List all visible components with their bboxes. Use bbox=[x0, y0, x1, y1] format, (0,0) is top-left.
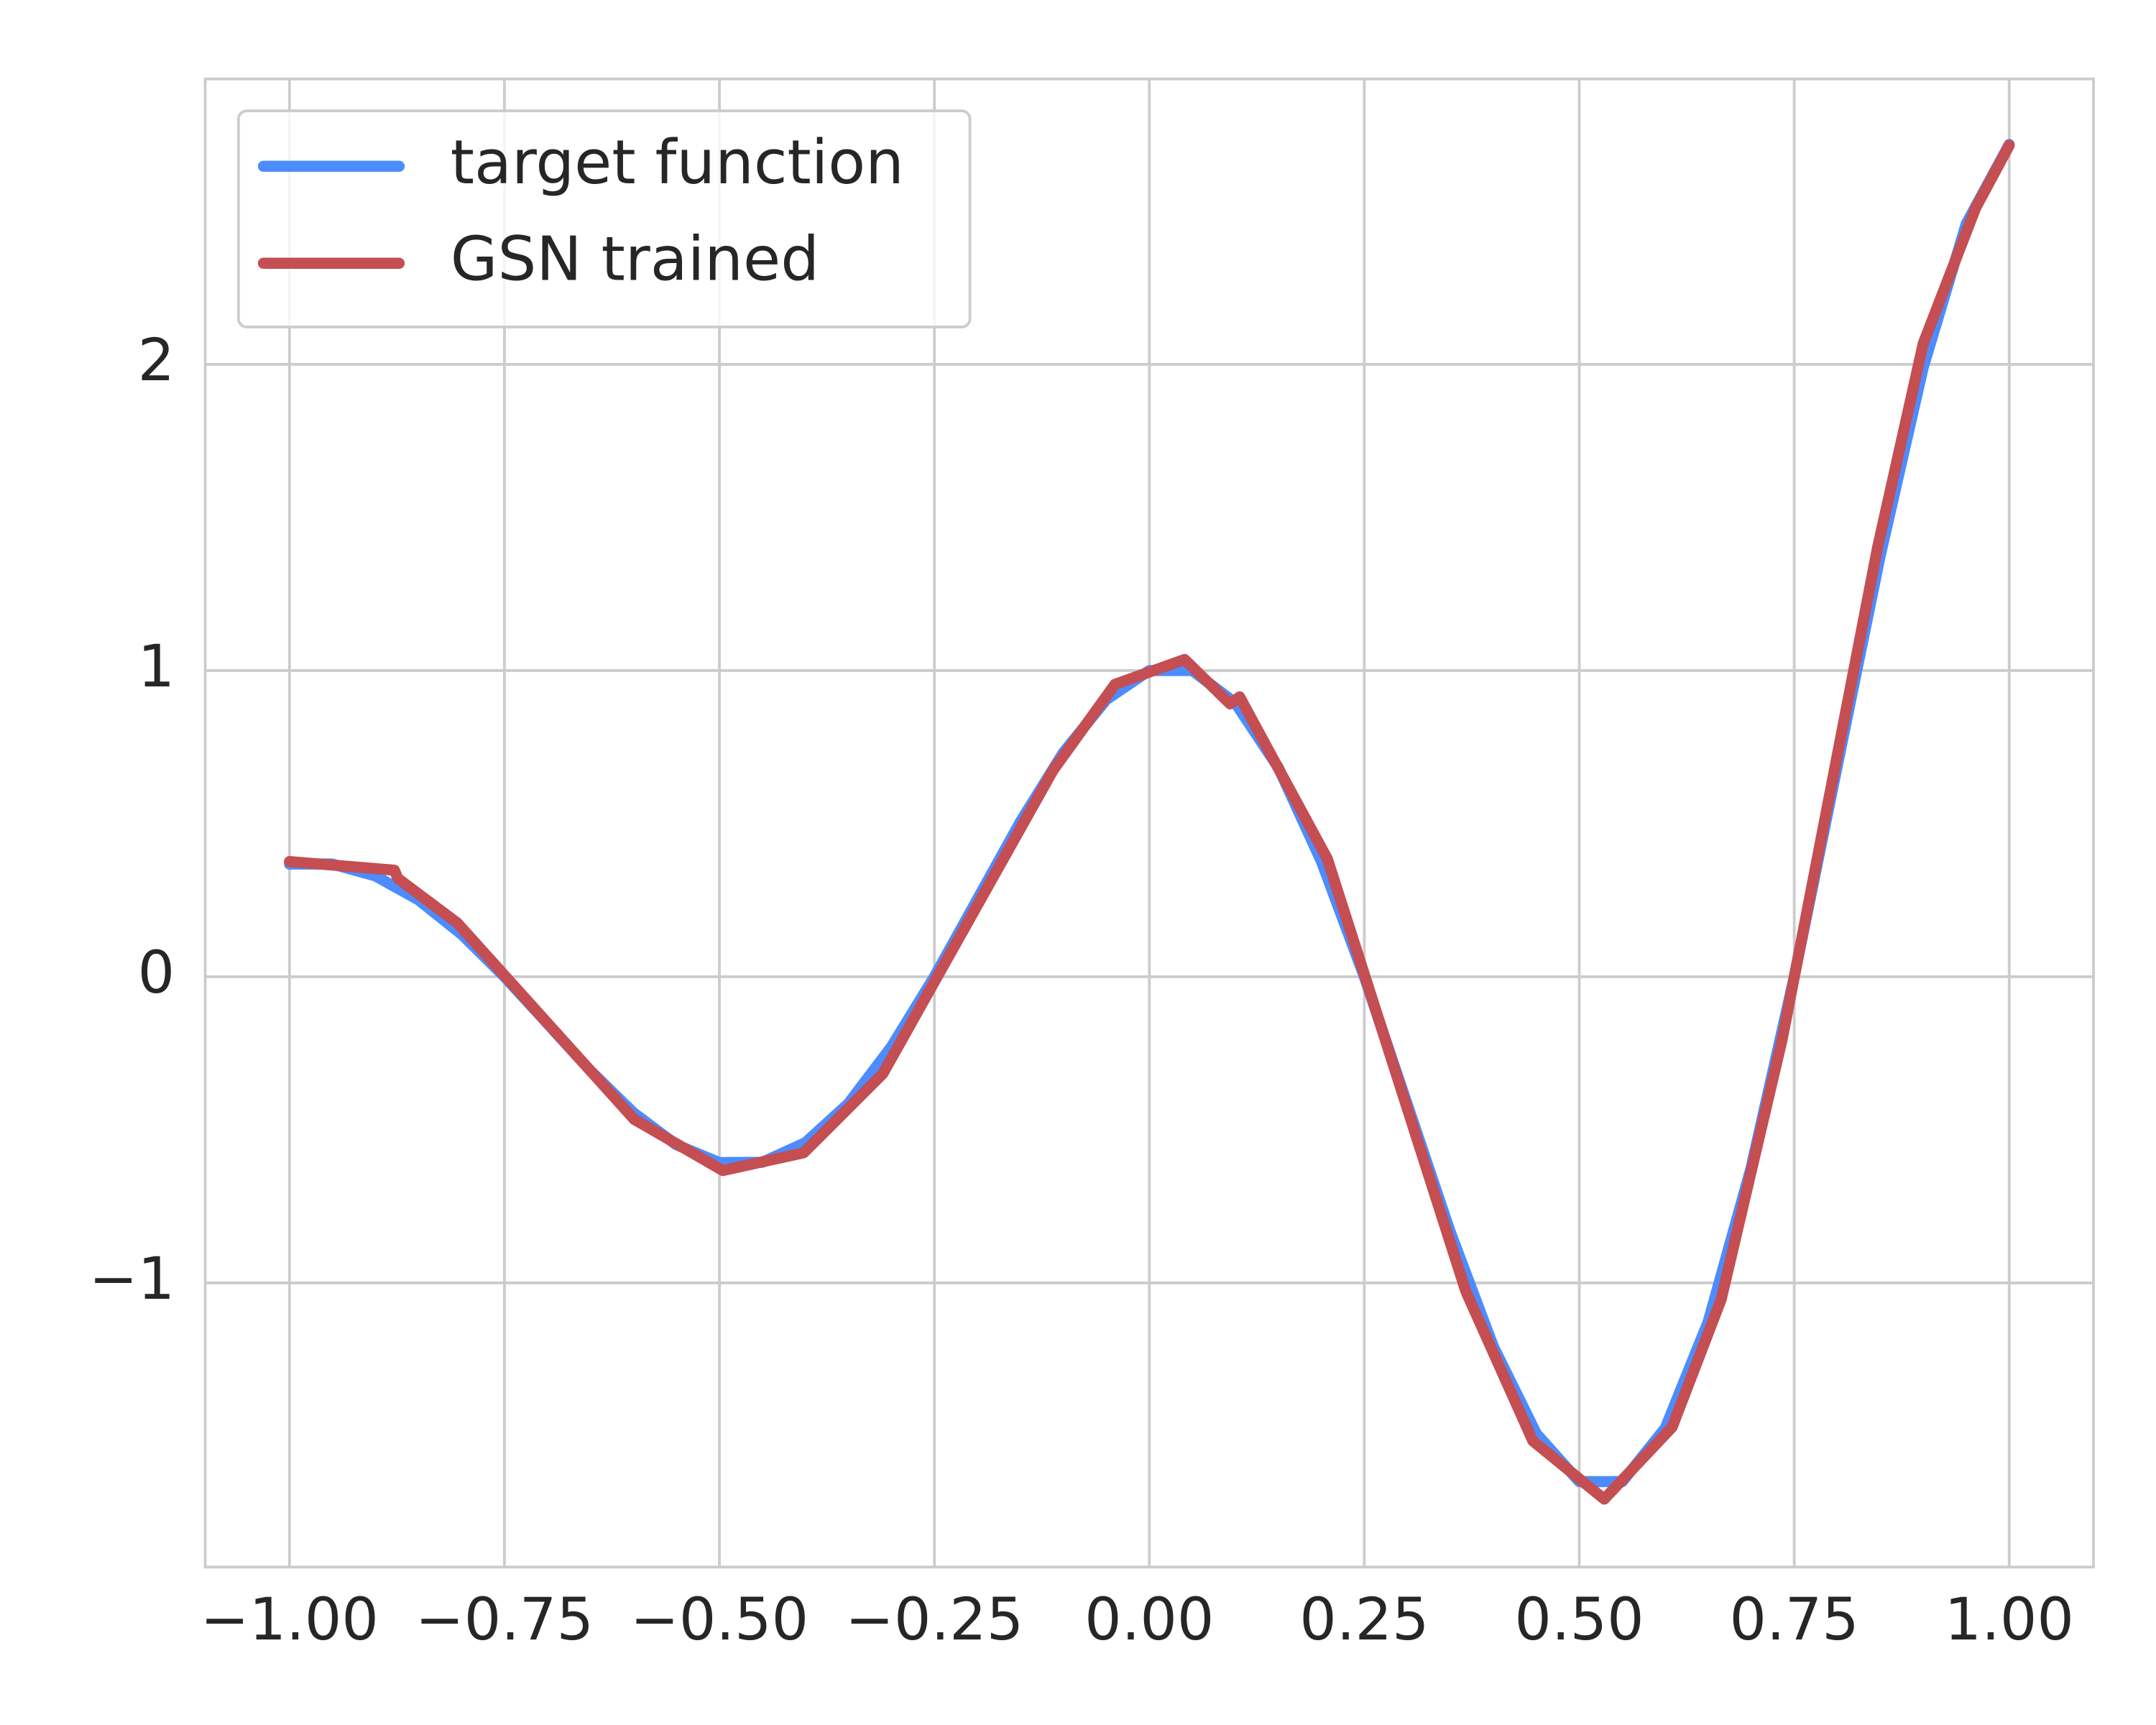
x-tick-label: 1.00 bbox=[1945, 1586, 2074, 1654]
x-tick-label: −0.50 bbox=[630, 1586, 808, 1654]
y-tick-label: 1 bbox=[138, 633, 175, 701]
x-tick-label: 0.50 bbox=[1514, 1586, 1644, 1654]
x-tick-label: −1.00 bbox=[201, 1586, 379, 1654]
legend-box bbox=[236, 109, 972, 328]
plot-frame bbox=[203, 77, 2095, 1569]
x-tick-label: 0.25 bbox=[1299, 1586, 1429, 1654]
series-line bbox=[284, 139, 2015, 1505]
x-tick-label: 0.75 bbox=[1730, 1586, 1859, 1654]
lines bbox=[284, 139, 2015, 1505]
x-tick-label: −0.75 bbox=[415, 1586, 594, 1654]
y-tick-label: −1 bbox=[89, 1246, 175, 1313]
x-tick-label: 0.00 bbox=[1084, 1586, 1214, 1654]
y-tick-label: 2 bbox=[138, 327, 175, 395]
legend-label: target function bbox=[451, 127, 904, 198]
tick-labels: −1.00 −0.75 −0.50 −0.25 0.00 0.25 0.50 0.75 1.00… bbox=[89, 327, 2074, 1654]
y-tick-label: 0 bbox=[138, 939, 175, 1007]
legend: target function GSN trained bbox=[236, 109, 972, 328]
x-tick-label: −0.25 bbox=[845, 1586, 1023, 1654]
legend-label: GSN trained bbox=[451, 224, 819, 295]
